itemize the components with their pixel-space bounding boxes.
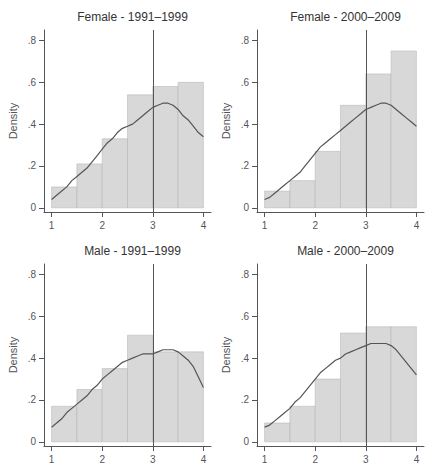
svg-text:4: 4: [414, 454, 420, 465]
svg-text:.4: .4: [241, 353, 250, 364]
svg-text:.8: .8: [28, 269, 37, 280]
svg-text:2: 2: [312, 220, 318, 231]
svg-text:.8: .8: [241, 269, 250, 280]
svg-text:Density: Density: [220, 102, 232, 139]
svg-text:2: 2: [312, 454, 318, 465]
svg-text:4: 4: [201, 454, 207, 465]
svg-text:3: 3: [363, 454, 369, 465]
svg-text:0: 0: [30, 436, 36, 447]
svg-text:Density: Density: [7, 102, 19, 139]
svg-text:Female - 2000–2009: Female - 2000–2009: [290, 10, 401, 24]
svg-text:1: 1: [262, 220, 268, 231]
svg-text:2: 2: [99, 220, 105, 231]
svg-text:4: 4: [201, 220, 207, 231]
svg-text:0: 0: [243, 436, 249, 447]
svg-text:0: 0: [30, 202, 36, 213]
svg-text:.2: .2: [241, 394, 250, 405]
svg-text:.2: .2: [28, 394, 37, 405]
svg-text:.6: .6: [28, 77, 37, 88]
svg-text:.2: .2: [28, 160, 37, 171]
svg-text:0: 0: [243, 202, 249, 213]
svg-text:3: 3: [150, 220, 156, 231]
svg-text:.8: .8: [241, 35, 250, 46]
svg-text:.8: .8: [28, 35, 37, 46]
svg-text:1: 1: [262, 454, 268, 465]
svg-text:3: 3: [363, 220, 369, 231]
svg-text:Male - 1991–1999: Male - 1991–1999: [84, 244, 181, 258]
svg-text:2: 2: [99, 454, 105, 465]
svg-text:.2: .2: [241, 160, 250, 171]
svg-text:Density: Density: [220, 336, 232, 373]
svg-text:.6: .6: [241, 77, 250, 88]
svg-text:4: 4: [414, 220, 420, 231]
svg-text:Female - 1991–1999: Female - 1991–1999: [77, 10, 188, 24]
svg-text:.6: .6: [241, 311, 250, 322]
svg-text:.6: .6: [28, 311, 37, 322]
svg-text:3: 3: [150, 454, 156, 465]
svg-text:Male - 2000–2009: Male - 2000–2009: [297, 244, 394, 258]
svg-text:.4: .4: [28, 353, 37, 364]
svg-text:.4: .4: [28, 119, 37, 130]
svg-text:.4: .4: [241, 119, 250, 130]
svg-text:1: 1: [49, 220, 55, 231]
svg-text:1: 1: [49, 454, 55, 465]
svg-text:Density: Density: [7, 336, 19, 373]
